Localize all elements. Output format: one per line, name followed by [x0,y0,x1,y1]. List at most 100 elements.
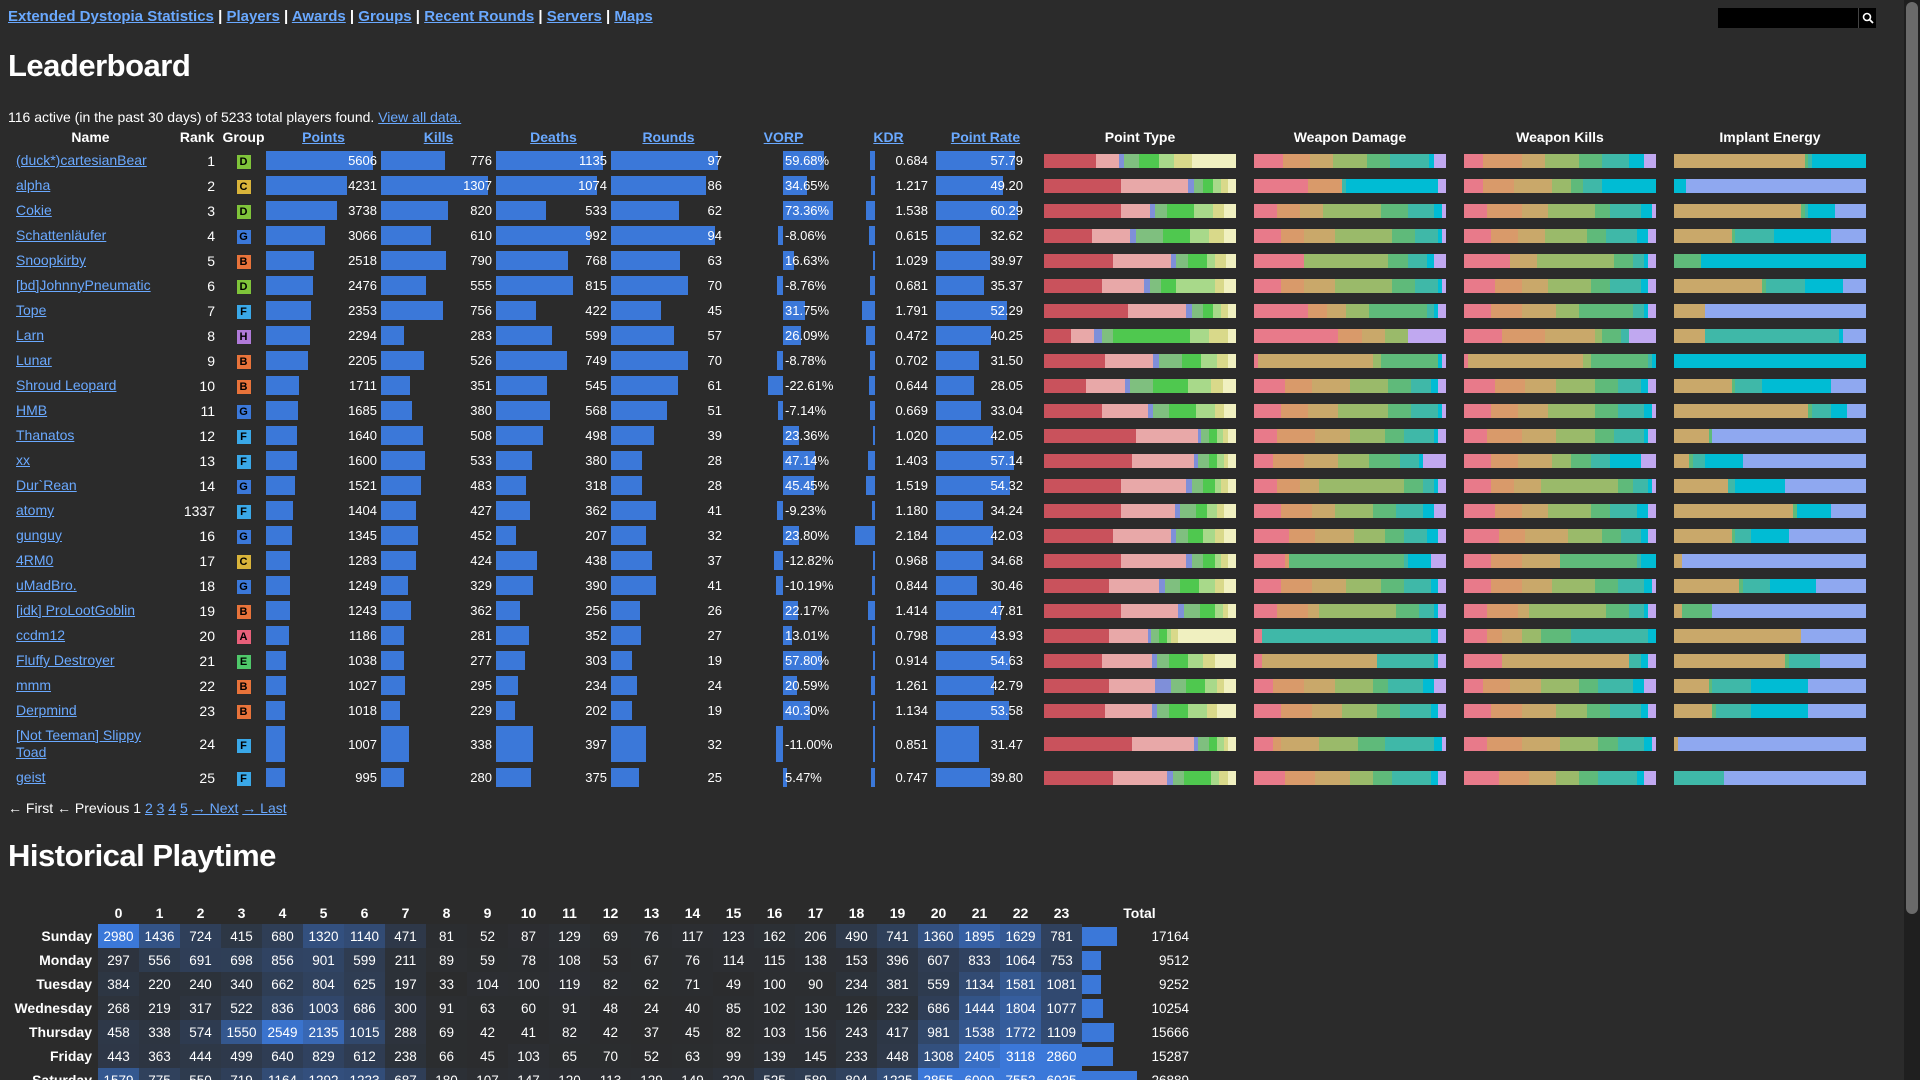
group-badge[interactable]: B [236,605,251,619]
playtime-cell: 70 [590,1044,631,1068]
group-badge[interactable]: G [236,230,251,244]
player-name-link[interactable]: [idk] ProLootGoblin [16,602,136,618]
group-badge[interactable]: F [236,505,251,519]
group-badge[interactable]: G [236,530,251,544]
group-badge[interactable]: D [236,205,251,219]
player-name-link[interactable]: alpha [16,177,51,193]
player-name-link[interactable]: Derpmind [16,702,77,718]
nav-link-groups[interactable]: Groups [358,8,412,25]
nav-link-awards[interactable]: Awards [291,8,346,25]
vorp-bar [783,176,807,195]
player-name-link[interactable]: [Not Teeman] Slippy Toad [16,727,142,760]
player-name-link[interactable]: mmm [16,677,51,693]
weapon-kills-segment [1652,737,1656,751]
implant-energy-segment [1674,578,1740,593]
group-badge[interactable]: A [236,630,251,644]
group-badge[interactable]: B [236,380,251,394]
point-type-segment [1187,528,1204,543]
vorp-value: -22.61% [785,378,834,393]
player-name-link[interactable]: (duck*)cartesianBear [16,152,147,168]
points-bar [266,426,298,445]
kills-value: 351 [470,378,492,393]
player-name-link[interactable]: Tope [16,302,47,318]
group-badge[interactable]: G [236,480,251,494]
nav-link-extended-dystopia-statistics[interactable]: Extended Dystopia Statistics [8,8,214,25]
point-type-segment [1209,737,1217,751]
search-input[interactable] [1718,8,1858,28]
implant-energy-segment [1674,770,1724,785]
player-name-link[interactable]: Schattenläufer [16,227,107,243]
group-badge[interactable]: E [236,655,251,669]
sort-kdr-link[interactable]: KDR [873,129,904,145]
player-name-link[interactable]: HMB [16,402,48,418]
group-badge[interactable]: F [236,430,251,444]
sort-points-link[interactable]: Points [302,129,345,145]
group-badge[interactable]: B [236,355,251,369]
nav-link-servers[interactable]: Servers [546,8,602,25]
point-rate-bar [936,626,996,645]
group-badge[interactable]: G [236,580,251,594]
sort-deaths-link[interactable]: Deaths [530,129,577,145]
implant-energy-bar [1674,578,1866,593]
implant-energy-bar [1674,203,1866,218]
cell-point-type [1035,198,1245,223]
cell-rounds: 41 [611,498,726,523]
player-name-link[interactable]: ccdm12 [16,627,66,643]
point-type-segment [1170,528,1177,543]
group-badge[interactable]: B [236,255,251,269]
pager-page-link[interactable]: 3 [156,800,165,816]
player-name-link[interactable]: uMadBro. [16,577,77,593]
player-name-link[interactable]: Shroud Leopard [16,377,117,393]
group-badge[interactable]: F [236,772,251,786]
view-all-link[interactable]: View all data. [378,109,462,125]
pager-last-link[interactable]: → Last [242,800,287,816]
search-button[interactable] [1858,8,1876,28]
player-name-link[interactable]: gunguy [16,527,62,543]
playtime-cell: 41 [508,1020,549,1044]
group-badge[interactable]: G [236,405,251,419]
group-badge[interactable]: D [236,280,251,294]
group-badge[interactable]: F [236,455,251,469]
weapon-damage-segment [1388,403,1412,418]
nav-link-recent-rounds[interactable]: Recent Rounds [424,8,535,25]
player-name-link[interactable]: xx [16,452,30,468]
group-badge[interactable]: F [236,305,251,319]
player-name-link[interactable]: Fluffy Destroyer [16,652,115,668]
nav-link-players[interactable]: Players [226,8,280,25]
pager-page-link[interactable]: 2 [144,800,153,816]
player-name-link[interactable]: Lunar [16,352,52,368]
player-name-link[interactable]: Cokie [16,202,52,218]
player-name-link[interactable]: 4RM0 [16,552,54,568]
player-name-link[interactable]: [bd]JohnnyPneumatic [16,277,151,293]
player-name-link[interactable]: Dur`Rean [16,477,77,493]
player-name-link[interactable]: Snoopkirby [16,252,87,268]
group-badge[interactable]: C [236,180,251,194]
point-type-segment [1224,528,1236,543]
pager-next-link[interactable]: → Next [191,800,239,816]
player-name-link[interactable]: atomy [16,502,55,518]
nav-link-maps[interactable]: Maps [614,8,653,25]
group-badge[interactable]: F [236,738,251,753]
scrollbar-thumb[interactable] [1906,2,1918,914]
cell-kills-wrap: 295 [381,673,496,698]
pager-page-link[interactable]: 5 [180,800,188,816]
cell-points-wrap: 2476 [266,273,381,298]
implant-energy-segment [1789,528,1866,543]
playtime-cell: 53 [590,948,631,972]
player-name-link[interactable]: Thanatos [16,427,75,443]
sort-point-rate-link[interactable]: Point Rate [950,129,1021,145]
group-badge[interactable]: D [236,155,251,169]
sort-rounds-link[interactable]: Rounds [642,129,695,145]
player-name-link[interactable]: Larn [16,327,45,343]
sort-vorp-link[interactable]: VORP [763,129,804,145]
playtime-cell: 804 [836,1068,877,1080]
group-badge[interactable]: C [236,555,251,569]
group-badge[interactable]: B [236,705,251,719]
cell-point-rate: 31.50 [936,348,1035,373]
pager-page-link[interactable]: 4 [168,800,177,816]
group-badge[interactable]: H [236,330,251,344]
weapon-kills-segment [1490,303,1522,318]
player-name-link[interactable]: geist [16,769,46,785]
group-badge[interactable]: B [236,680,251,694]
sort-kills-link[interactable]: Kills [423,129,454,145]
